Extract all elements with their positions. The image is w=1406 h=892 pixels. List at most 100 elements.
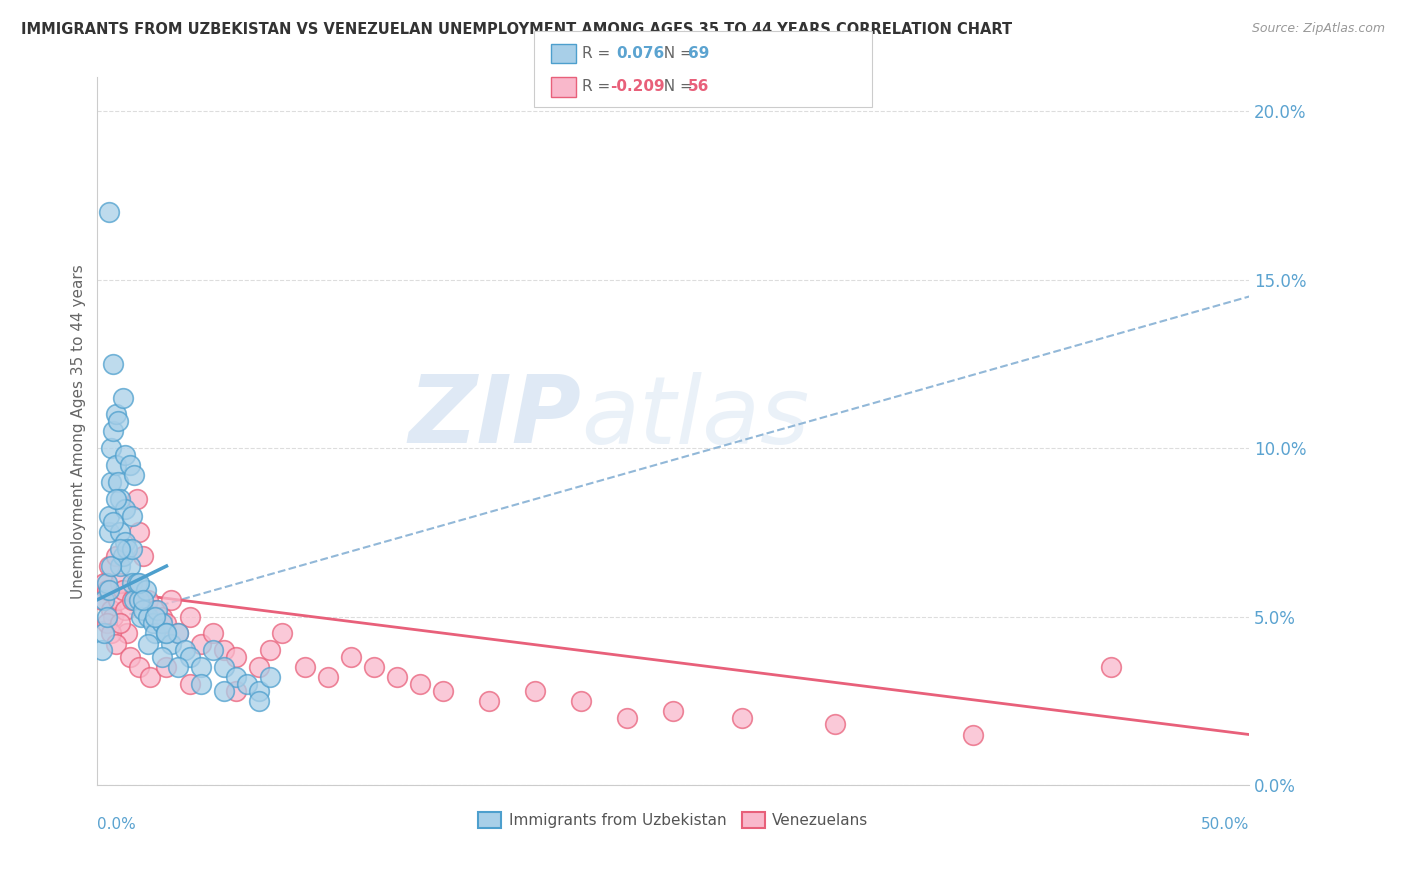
Point (104, 408, 127, 422)
Point (104, 491, 127, 506)
Point (128, 592, 150, 607)
Point (142, 616, 165, 631)
Text: Source: ZipAtlas.com: Source: ZipAtlas.com (1251, 22, 1385, 36)
Point (136, 636, 159, 650)
Point (128, 660, 150, 674)
Point (97, 508, 120, 523)
Point (111, 549, 134, 563)
Text: atlas: atlas (581, 372, 810, 463)
Point (132, 603, 155, 617)
Point (160, 636, 183, 650)
Point (225, 670, 247, 684)
Text: 0.076: 0.076 (616, 45, 664, 61)
Point (93, 626, 115, 640)
Point (96, 582, 118, 597)
Text: N =: N = (654, 79, 697, 95)
Point (117, 542, 139, 557)
Point (385, 670, 408, 684)
Point (225, 650, 247, 665)
Point (174, 643, 197, 657)
Point (103, 515, 125, 529)
Point (104, 458, 127, 472)
Point (259, 670, 281, 684)
Point (247, 683, 270, 698)
Point (97, 582, 120, 597)
Point (128, 525, 150, 540)
Text: R =: R = (582, 45, 616, 61)
Point (150, 650, 173, 665)
Point (132, 592, 155, 607)
Point (114, 535, 136, 549)
Point (167, 660, 190, 674)
Point (139, 670, 162, 684)
Point (129, 609, 152, 624)
Point (96, 609, 118, 624)
Point (155, 616, 177, 631)
Point (117, 626, 139, 640)
Point (212, 660, 235, 674)
Point (93, 575, 115, 590)
Point (143, 609, 166, 624)
Point (97, 205, 120, 219)
Point (97, 525, 120, 540)
Point (107, 475, 129, 489)
Legend: Immigrants from Uzbekistan, Venezuelans: Immigrants from Uzbekistan, Venezuelans (472, 805, 875, 834)
Point (155, 626, 177, 640)
Point (125, 491, 148, 506)
Point (118, 458, 141, 472)
Point (114, 603, 136, 617)
Point (121, 508, 143, 523)
Point (236, 677, 259, 691)
Point (339, 650, 361, 665)
Point (114, 448, 136, 462)
Point (103, 609, 125, 624)
Point (136, 592, 159, 607)
Point (103, 357, 125, 371)
Point (91, 643, 114, 657)
Point (103, 424, 125, 438)
Point (409, 677, 432, 691)
Text: IMMIGRANTS FROM UZBEKISTAN VS VENEZUELAN UNEMPLOYMENT AMONG AGES 35 TO 44 YEARS : IMMIGRANTS FROM UZBEKISTAN VS VENEZUELAN… (21, 22, 1012, 37)
Point (104, 549, 127, 563)
Point (111, 391, 134, 405)
Point (270, 626, 292, 640)
Point (363, 660, 385, 674)
Point (569, 694, 592, 708)
Point (100, 559, 122, 574)
Point (110, 559, 132, 574)
Point (118, 559, 141, 574)
Point (160, 592, 183, 607)
Point (432, 683, 454, 698)
Text: 50.0%: 50.0% (1201, 817, 1250, 832)
Text: 69: 69 (688, 45, 709, 61)
Point (731, 711, 754, 725)
Point (128, 575, 150, 590)
Point (122, 468, 145, 483)
Point (110, 525, 132, 540)
Text: R =: R = (582, 79, 616, 95)
Point (110, 616, 132, 631)
Point (93, 592, 115, 607)
Point (111, 582, 134, 597)
Text: ZIP: ZIP (408, 371, 581, 463)
Point (110, 491, 132, 506)
Point (190, 677, 212, 691)
Point (212, 643, 235, 657)
Point (190, 660, 212, 674)
Text: 0.0%: 0.0% (97, 817, 136, 832)
Point (201, 643, 224, 657)
Point (146, 603, 169, 617)
Point (167, 626, 190, 640)
Point (100, 603, 122, 617)
Point (167, 626, 190, 640)
Point (114, 501, 136, 516)
Point (225, 683, 247, 698)
Point (100, 475, 122, 489)
Point (294, 660, 316, 674)
Point (201, 626, 224, 640)
Point (259, 643, 281, 657)
Point (155, 626, 177, 640)
Point (247, 660, 270, 674)
Point (962, 727, 984, 741)
Point (190, 636, 212, 650)
